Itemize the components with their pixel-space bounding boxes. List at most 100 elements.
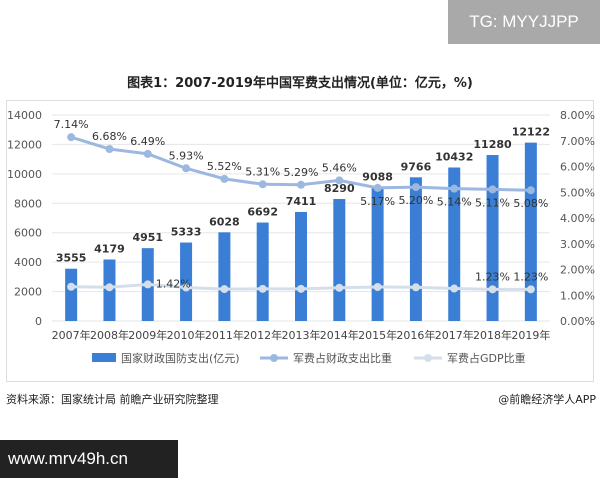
y-left-tick-label: 12000 — [7, 138, 42, 151]
bar — [65, 268, 78, 321]
budget-ratio-label: 5.08% — [513, 197, 548, 210]
url-banner: www.mrv49h.cn — [0, 440, 178, 478]
credit: @前瞻经济学人APP — [498, 393, 596, 406]
y-right-tick-label: 3.00% — [560, 238, 595, 251]
x-tick-label: 2017年 — [435, 328, 474, 342]
y-right-tick-label: 7.00% — [560, 135, 595, 148]
gdp-ratio-label: 1.23% — [513, 270, 548, 283]
gdp-ratio-point — [105, 283, 114, 292]
bar — [295, 211, 307, 321]
budget-ratio-label: 5.46% — [322, 161, 357, 174]
y-left-tick-label: 10000 — [7, 168, 42, 181]
gdp-ratio-point — [143, 280, 152, 289]
gdp-ratio-point — [67, 282, 76, 291]
budget-ratio-label: 6.68% — [92, 130, 127, 143]
bar — [333, 199, 346, 321]
gdp-ratio-point — [373, 283, 382, 292]
budget-ratio-point — [373, 183, 382, 192]
x-tick-label: 2018年 — [473, 328, 512, 342]
chart: 0 2000 4000 6000 8000 10000 12000 14000 0.00% 1.0… — [7, 109, 595, 365]
bar-label: 8290 — [324, 182, 355, 195]
gdp-ratio-point — [335, 283, 344, 292]
budget-ratio-point — [143, 149, 152, 158]
bar-label: 3555 — [56, 252, 87, 265]
budget-ratio-point — [105, 144, 114, 153]
budget-ratio-label: 5.52% — [207, 160, 242, 173]
y-right-tick-label: 6.00% — [560, 161, 595, 174]
bar-label: 6028 — [209, 215, 240, 228]
x-tick-label: 2010年 — [167, 328, 206, 342]
y-left-tick-label: 4000 — [14, 256, 42, 269]
bar-label: 10432 — [435, 151, 473, 164]
bar — [218, 232, 231, 321]
bar-label: 11280 — [473, 138, 512, 151]
source-note: 资料来源：国家统计局 前瞻产业研究院整理 — [6, 393, 219, 406]
budget-ratio-label: 5.93% — [169, 149, 204, 162]
x-tick-label: 2013年 — [282, 328, 321, 342]
gdp-ratio-point — [182, 283, 191, 292]
y-left-tick-label: 0 — [35, 315, 42, 328]
x-tick-label: 2016年 — [396, 328, 435, 342]
budget-ratio-label: 5.14% — [437, 196, 472, 209]
y-right-tick-label: 4.00% — [560, 212, 595, 225]
legend-budget-ratio-marker — [270, 354, 278, 362]
chart-frame — [6, 100, 594, 382]
gdp-ratio-point — [411, 283, 420, 292]
gdp-ratio-point — [450, 284, 459, 293]
budget-ratio-label: 7.14% — [54, 118, 89, 131]
bar-label: 4951 — [132, 231, 163, 244]
legend-label: 军费占GDP比重 — [447, 351, 526, 365]
budget-ratio-point — [220, 174, 229, 183]
x-tick-label: 2007年 — [52, 328, 91, 342]
budget-ratio-label: 5.17% — [360, 195, 395, 208]
legend-bar-swatch — [92, 353, 116, 362]
x-tick-label: 2011年 — [205, 328, 244, 342]
budget-ratio-label: 5.11% — [475, 196, 510, 209]
bar — [524, 142, 537, 321]
x-tick-label: 2008年 — [90, 328, 129, 342]
gdp-ratio-point — [258, 284, 267, 293]
x-tick-label: 2012年 — [243, 328, 282, 342]
budget-ratio-point — [450, 184, 459, 193]
x-tick-label: 2014年 — [320, 328, 359, 342]
bar — [256, 222, 269, 321]
bar-label: 12122 — [512, 126, 550, 139]
bar — [180, 242, 193, 321]
budget-ratio-point — [335, 176, 344, 185]
bar-label: 4179 — [94, 243, 125, 256]
budget-ratio-point — [258, 180, 267, 189]
bar-label: 5333 — [171, 226, 202, 239]
bar-label: 9088 — [362, 170, 393, 183]
y-right-tick-label: 5.00% — [560, 186, 595, 199]
x-tick-label: 2019年 — [511, 328, 550, 342]
budget-ratio-point — [526, 186, 535, 195]
budget-ratio-label: 6.49% — [130, 135, 165, 148]
y-right-tick-label: 2.00% — [560, 264, 595, 277]
gdp-ratio-label: 1.23% — [475, 270, 510, 283]
gdp-ratio-point — [526, 285, 535, 294]
budget-ratio-point — [182, 164, 191, 173]
legend-gdp-ratio-marker — [424, 354, 432, 362]
legend-label: 国家财政国防支出(亿元) — [121, 351, 240, 365]
bar — [486, 155, 499, 321]
y-left-tick-label: 8000 — [14, 197, 42, 210]
budget-ratio-point — [67, 133, 76, 142]
budget-ratio-point — [297, 180, 305, 189]
y-left-tick-label: 14000 — [7, 109, 42, 122]
bar — [448, 167, 461, 321]
budget-ratio-label: 5.29% — [284, 166, 319, 179]
budget-ratio-point — [411, 183, 420, 192]
budget-ratio-point — [488, 185, 497, 194]
bar-label: 6692 — [247, 206, 278, 219]
x-tick-label: 2009年 — [128, 328, 167, 342]
bar-label: 9766 — [401, 160, 432, 173]
legend-label: 军费占财政支出比重 — [293, 351, 392, 365]
y-right-tick-label: 1.00% — [560, 289, 595, 302]
gdp-ratio-label: 1.42% — [156, 277, 191, 290]
budget-ratio-label: 5.31% — [245, 165, 280, 178]
x-tick-label: 2015年 — [358, 328, 397, 342]
y-left-tick-label: 6000 — [14, 227, 42, 240]
gdp-ratio-point — [220, 285, 229, 294]
gdp-ratio-point — [297, 284, 305, 293]
y-right-tick-label: 8.00% — [560, 109, 595, 122]
